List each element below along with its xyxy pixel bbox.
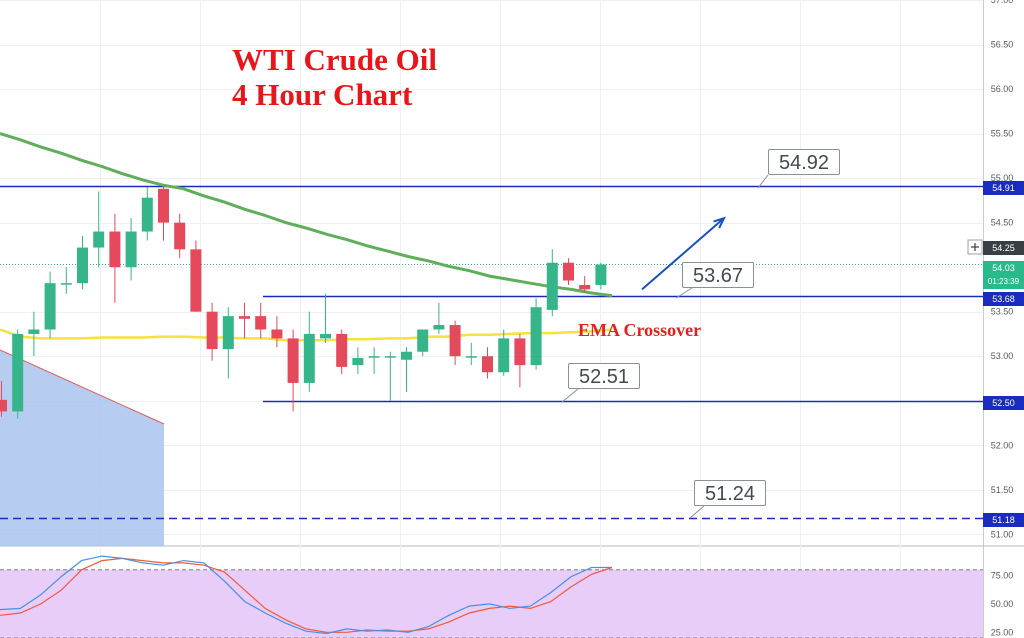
chart-title-line-1: WTI Crude Oil xyxy=(232,42,437,77)
candle-body xyxy=(125,231,137,268)
projection-arrow-head xyxy=(713,216,726,229)
candle-body xyxy=(271,329,283,339)
price-tag-countdown: 01:23:39 xyxy=(983,275,1024,289)
stoch-tick-label: 25.00 xyxy=(991,627,1014,637)
candle-body xyxy=(449,325,461,357)
candle-body xyxy=(417,329,429,352)
candle-body xyxy=(174,222,186,250)
price-axis-area xyxy=(983,0,1024,638)
stoch-d-line xyxy=(0,557,613,633)
ema-crossover-label: EMA Crossover xyxy=(578,320,702,340)
candle-body xyxy=(320,333,331,339)
price-tick-label: 54.50 xyxy=(991,218,1014,228)
price-tick-label: 52.00 xyxy=(991,440,1014,450)
chart-title-line-2: 4 Hour Chart xyxy=(232,77,413,112)
candle-body xyxy=(12,333,24,412)
stoch-k-line xyxy=(0,555,612,635)
gridlines xyxy=(0,0,983,638)
candle-body xyxy=(141,197,153,232)
candle-body xyxy=(303,333,315,383)
chart-title: WTI Crude Oil 4 Hour Chart xyxy=(232,42,437,112)
callout-53-67: 53.67 xyxy=(682,262,755,288)
candle-body xyxy=(465,356,477,358)
candle-body xyxy=(190,249,202,312)
candle-body xyxy=(595,264,607,285)
price-tick-label: 57.00 xyxy=(991,0,1014,5)
callout-51-24: 51.24 xyxy=(694,480,767,506)
callout-pointer xyxy=(689,505,705,519)
candle-body xyxy=(433,325,445,330)
candle-body xyxy=(368,356,380,358)
price-tick-label: 55.00 xyxy=(991,173,1014,183)
price-tick-label: 56.50 xyxy=(991,40,1014,50)
candle-body xyxy=(579,284,591,290)
projection-arrow-line xyxy=(641,217,725,291)
price-tick-label: 51.00 xyxy=(991,529,1014,539)
callout-52-51: 52.51 xyxy=(568,363,641,389)
price-tick-label: 51.50 xyxy=(991,485,1014,495)
price-tag-pivot: 53.68 xyxy=(983,292,1024,306)
candle-body xyxy=(563,262,574,281)
candle-body xyxy=(352,357,364,366)
stoch-tick-label: 75.00 xyxy=(991,570,1014,580)
callout-pointer xyxy=(561,388,579,403)
price-tag-support: 52.50 xyxy=(983,396,1024,410)
candle-body xyxy=(109,231,121,268)
candle-body xyxy=(530,307,542,366)
candle-body xyxy=(255,316,267,330)
price-tick-label: 55.50 xyxy=(991,129,1014,139)
triangle-pattern-area xyxy=(0,350,164,546)
callout-pointer xyxy=(675,287,693,299)
candle-body xyxy=(0,399,7,412)
price-tag-crosshair: 54.25 xyxy=(983,241,1024,255)
candle-body xyxy=(498,338,510,373)
price-tick-label: 53.50 xyxy=(991,307,1014,317)
candle-body xyxy=(239,316,250,319)
callout-pointer xyxy=(757,174,769,189)
candle-body xyxy=(158,188,169,223)
triangle-pattern-edge xyxy=(0,349,165,425)
stoch-tick-label: 50.00 xyxy=(991,599,1014,609)
price-tag-dashed: 51.18 xyxy=(983,513,1024,527)
candle-body xyxy=(401,351,412,360)
candle-body xyxy=(28,329,40,334)
candle-body xyxy=(93,231,105,248)
candle-body xyxy=(287,338,299,383)
candles xyxy=(0,186,607,419)
candle-body xyxy=(44,283,56,330)
price-tick-label: 56.00 xyxy=(991,84,1014,94)
price-tick-label: 53.00 xyxy=(991,351,1014,361)
candle-body xyxy=(546,262,558,310)
price-tag-last: 54.03 xyxy=(983,261,1024,275)
callout-54-92: 54.92 xyxy=(768,149,841,175)
candle-body xyxy=(336,333,348,367)
candle-body xyxy=(384,356,396,358)
candle-body xyxy=(514,338,526,366)
ema-slow-line xyxy=(0,132,613,298)
candle-body xyxy=(222,316,234,350)
candle-body xyxy=(60,283,72,285)
price-tag-resistance: 54.91 xyxy=(983,181,1024,195)
candle-body xyxy=(77,247,88,284)
candle-body xyxy=(482,356,493,373)
candle-body xyxy=(206,311,218,350)
